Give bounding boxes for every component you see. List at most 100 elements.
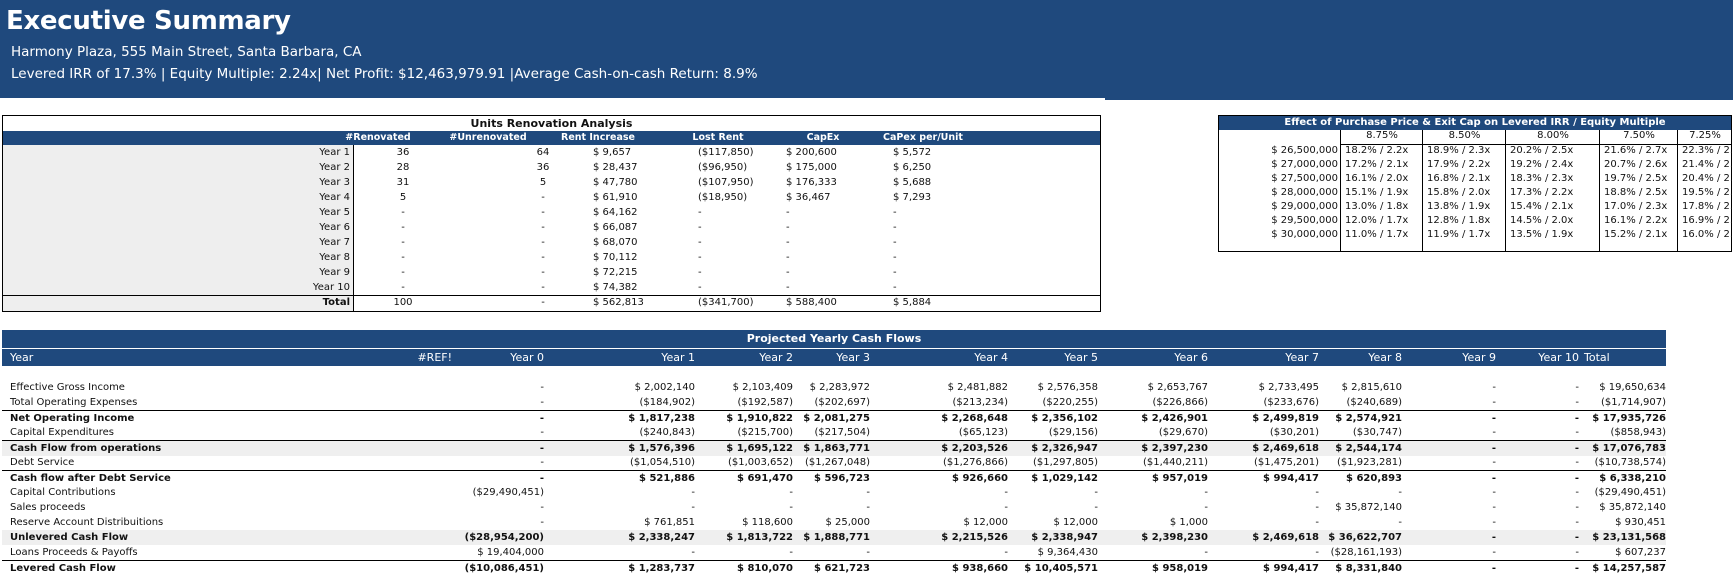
renovation-col-header: #Renovated xyxy=(345,132,411,143)
irr-multiple-cell: 18.8% / 2.5x xyxy=(1604,187,1668,198)
cashflow-cell: $ 957,019 xyxy=(1152,473,1208,484)
renovation-cell: - xyxy=(401,282,405,293)
cashflow-row: Loans Proceeds & Payoffs $ 19,404,000 - - - -… xyxy=(2,545,1666,560)
renovation-col-header: CaPex per/Unit xyxy=(883,132,963,143)
cashflow-cell: ($213,234) xyxy=(952,397,1008,408)
cashflow-cell: ($217,504) xyxy=(814,427,870,438)
irr-multiple-cell: 17.2% / 2.1x xyxy=(1345,159,1409,170)
cashflow-cell: $ 1,695,122 xyxy=(726,443,793,454)
irr-multiple-cell: 21.4% / 2.8x xyxy=(1682,159,1733,170)
cashflow-cell: - xyxy=(1492,517,1496,528)
cashflow-cell: $ 607,237 xyxy=(1615,547,1666,558)
renovation-cell: $ 36,467 xyxy=(786,192,831,203)
cashflow-cell: - xyxy=(539,443,544,454)
cashflow-col-header: Year 0 xyxy=(510,351,544,364)
cashflow-title: Projected Yearly Cash Flows xyxy=(2,330,1666,348)
cashflow-row-label: Levered Cash Flow xyxy=(10,563,116,574)
cashflow-cell: $ 6,338,210 xyxy=(1599,473,1666,484)
irr-multiple-cell: 15.4% / 2.1x xyxy=(1510,201,1574,212)
renovation-cell: $ 68,070 xyxy=(593,237,638,248)
purchase-price-cell: $ 29,500,000 xyxy=(1271,215,1338,226)
cashflow-row: Debt Service - ($1,054,510) ($1,003,652) ($1… xyxy=(2,455,1666,470)
cashflow-cell: ($1,003,652) xyxy=(727,457,793,468)
sensitivity-title: Effect of Purchase Price & Exit Cap on L… xyxy=(1219,116,1731,130)
cashflow-row: Reserve Account Distribuitions - $ 761,851… xyxy=(2,515,1666,530)
cashflow-cell: ($1,475,201) xyxy=(1253,457,1319,468)
renovation-cell: $ 72,215 xyxy=(593,267,638,278)
renovation-row-label: Year 9 xyxy=(319,267,350,278)
cashflow-col-header: Year 4 xyxy=(974,351,1008,364)
cashflow-cell: ($1,276,866) xyxy=(942,457,1008,468)
cashflow-cell: - xyxy=(540,382,544,393)
irr-multiple-cell: 17.3% / 2.2x xyxy=(1510,187,1574,198)
cashflow-cell: ($65,123) xyxy=(958,427,1008,438)
irr-multiple-cell: 12.0% / 1.7x xyxy=(1345,215,1409,226)
cashflow-cell: $ 938,660 xyxy=(952,563,1008,574)
irr-multiple-cell: 13.8% / 1.9x xyxy=(1427,201,1491,212)
renovation-cell: ($107,950) xyxy=(698,177,754,188)
cashflow-cell: $ 8,331,840 xyxy=(1335,563,1402,574)
irr-multiple-cell: 20.7% / 2.6x xyxy=(1604,159,1668,170)
cashflow-col-header: Year 6 xyxy=(1174,351,1208,364)
cashflow-cell: - xyxy=(691,547,695,558)
irr-multiple-cell: 11.0% / 1.7x xyxy=(1345,229,1409,240)
property-address: Harmony Plaza, 555 Main Street, Santa Ba… xyxy=(11,44,362,60)
renovation-row-label: Year 6 xyxy=(319,222,350,233)
renovation-cell: $ 9,657 xyxy=(593,147,632,158)
cashflow-cell: - xyxy=(540,517,544,528)
cashflow-cell: $ 2,338,247 xyxy=(628,532,695,543)
cashflow-cell: ($220,255) xyxy=(1042,397,1098,408)
sensitivity-gridline xyxy=(1599,130,1600,251)
cashflow-cell: $ 994,417 xyxy=(1263,473,1319,484)
cashflow-cell: $ 23,131,568 xyxy=(1592,532,1666,543)
renovation-cell: $ 175,000 xyxy=(786,162,837,173)
cashflow-row: Sales proceeds - - - - - - - - $ 35,872,140 - - $ 35… xyxy=(2,500,1666,515)
cashflow-cell: $ 10,405,571 xyxy=(1024,563,1098,574)
cashflow-cell: $ 9,364,430 xyxy=(1037,547,1098,558)
cashflow-cell: $ 2,356,102 xyxy=(1031,413,1098,424)
renovation-cell: $ 7,293 xyxy=(893,192,932,203)
cashflow-cell: - xyxy=(1491,473,1496,484)
irr-multiple-cell: 18.3% / 2.3x xyxy=(1510,173,1574,184)
cashflow-row: Capital Contributions ($29,490,451) - - - - - -… xyxy=(2,485,1666,500)
purchase-price-cell: $ 30,000,000 xyxy=(1271,229,1338,240)
renovation-cell: 64 xyxy=(536,147,550,158)
irr-multiple-cell: 17.8% / 2.4x xyxy=(1682,201,1733,212)
renovation-cell: 36 xyxy=(536,162,550,173)
renovation-cell: - xyxy=(893,207,897,218)
exit-cap-header: 8.75% xyxy=(1366,130,1398,141)
cashflow-row-label: Sales proceeds xyxy=(10,502,86,513)
renovation-cell: - xyxy=(698,267,702,278)
cashflow-cell: $ 1,000 xyxy=(1169,517,1208,528)
renovation-row-label: Year 10 xyxy=(312,282,350,293)
irr-multiple-cell: 20.2% / 2.5x xyxy=(1510,145,1574,156)
irr-multiple-cell: 19.7% / 2.5x xyxy=(1604,173,1668,184)
cashflow-cell: - xyxy=(1004,502,1008,513)
cashflow-col-header: Year 1 xyxy=(661,351,695,364)
irr-multiple-cell: 18.9% / 2.3x xyxy=(1427,145,1491,156)
cashflow-cell: $ 1,029,142 xyxy=(1031,473,1098,484)
cashflow-row-label: Loans Proceeds & Payoffs xyxy=(10,547,138,558)
cashflow-row: Levered Cash Flow ($10,086,451) $ 1,283,73… xyxy=(2,560,1666,576)
cashflow-cell: $ 2,815,610 xyxy=(1341,382,1402,393)
cashflow-cell: - xyxy=(789,502,793,513)
cashflow-cell: ($29,490,451) xyxy=(1594,487,1666,498)
renovation-cell: - xyxy=(893,267,897,278)
cashflow-row-label: Capital Contributions xyxy=(10,487,116,498)
purchase-price-cell: $ 26,500,000 xyxy=(1271,145,1338,156)
renovation-row-label: Year 5 xyxy=(319,207,350,218)
cashflow-cell: $ 36,622,707 xyxy=(1328,532,1402,543)
renovation-cell: - xyxy=(541,237,545,248)
banner-underline xyxy=(1105,98,1733,100)
cashflow-row: Unlevered Cash Flow ($28,954,200) $ 2,338,… xyxy=(2,530,1666,545)
cashflow-cell: $ 2,081,275 xyxy=(803,413,870,424)
cashflow-cell: ($28,954,200) xyxy=(464,532,544,543)
purchase-price-cell: $ 27,000,000 xyxy=(1271,159,1338,170)
cashflow-cell: - xyxy=(866,502,870,513)
cashflow-col-header: Year 7 xyxy=(1285,351,1319,364)
cashflow-cell: $ 2,002,140 xyxy=(634,382,695,393)
cashflow-cell: - xyxy=(1491,413,1496,424)
renovation-col-header: Lost Rent xyxy=(692,132,744,143)
renovation-cell: $ 47,780 xyxy=(593,177,638,188)
cashflow-cell: $ 25,000 xyxy=(825,517,870,528)
